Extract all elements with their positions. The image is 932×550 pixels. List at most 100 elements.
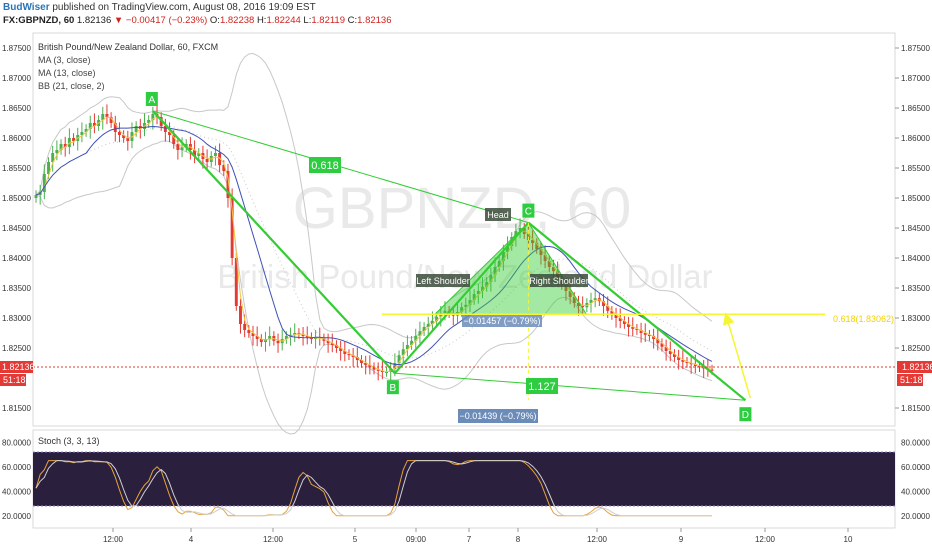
time-tick-label: 10 bbox=[844, 535, 853, 544]
candle bbox=[506, 246, 510, 252]
candle bbox=[364, 363, 368, 365]
close-value: 1.82136 bbox=[357, 15, 392, 26]
neckline-label: 0.618(1.83062) bbox=[833, 314, 894, 324]
candle bbox=[430, 321, 434, 324]
candle bbox=[643, 333, 647, 335]
low-label: L: bbox=[303, 15, 312, 26]
point-label-box bbox=[145, 92, 158, 106]
time-axis[interactable]: 12:00 4 12:00 5 09:00 7 8 12:00 9 12:00 10 bbox=[103, 528, 853, 544]
price-tick-label-left: 1.86500 bbox=[2, 104, 31, 113]
candle bbox=[205, 159, 209, 162]
candle bbox=[418, 331, 422, 336]
price-axis-left[interactable]: 1.87500 1.87000 1.86500 1.86000 1.85500 1.850… bbox=[2, 44, 31, 413]
candle bbox=[589, 300, 593, 303]
watermark-symbol: GBPNZD, 60 bbox=[293, 176, 631, 241]
stoch-axis: 80.0000 80.0000 60.0000 60.0000 40.0000 40.00… bbox=[2, 438, 930, 521]
candle bbox=[289, 334, 293, 336]
price-tick-label: 1.83500 bbox=[901, 284, 930, 293]
legend-bb[interactable]: BB (21, close, 2) bbox=[38, 81, 105, 91]
candle bbox=[305, 336, 309, 338]
stoch-d-line bbox=[35, 460, 712, 517]
candle bbox=[547, 261, 551, 267]
countdown-badge-left bbox=[0, 374, 26, 386]
time-tick-label: 09:00 bbox=[406, 535, 427, 544]
price-axis[interactable]: 1.87500 1.87000 1.86500 1.86000 1.85500 1.850… bbox=[895, 44, 930, 413]
candle bbox=[631, 327, 635, 329]
price-tick-label: 1.86500 bbox=[901, 104, 930, 113]
candle bbox=[493, 267, 497, 275]
candle bbox=[284, 336, 288, 339]
price-tick-label-left: 1.83500 bbox=[2, 284, 31, 293]
current-price-value: 1.82136 bbox=[902, 362, 932, 372]
candle bbox=[230, 198, 234, 258]
price-change: ▼ −0.00417 (−0.23%) bbox=[113, 15, 208, 26]
candle bbox=[693, 364, 697, 366]
candle bbox=[218, 153, 222, 165]
current-price-value-left: 1.82136 bbox=[2, 362, 35, 372]
candle bbox=[481, 286, 484, 291]
stoch-lines bbox=[35, 460, 712, 517]
candle bbox=[355, 357, 359, 360]
candle bbox=[468, 300, 472, 305]
time-tick-label: 7 bbox=[467, 535, 472, 544]
legend-ma3[interactable]: MA (3, close) bbox=[38, 55, 91, 65]
candle bbox=[689, 363, 693, 365]
main-pane[interactable] bbox=[32, 32, 896, 427]
measure-box-1: −0.01457 (−0.79%) bbox=[463, 316, 540, 326]
candle bbox=[322, 338, 326, 341]
price-tick-label-left: 1.85000 bbox=[2, 194, 31, 203]
point-label-text: A bbox=[149, 95, 156, 106]
price-tick-label: 1.87500 bbox=[901, 44, 930, 53]
candle bbox=[255, 336, 259, 339]
candle bbox=[426, 324, 430, 327]
symbol-label: FX:GBPNZD, 60 bbox=[3, 15, 75, 26]
point-label-box bbox=[739, 407, 752, 422]
legend-ma13[interactable]: MA (13, close) bbox=[38, 68, 96, 78]
candle bbox=[610, 310, 614, 315]
candle bbox=[397, 355, 401, 363]
candle bbox=[168, 132, 171, 135]
candle bbox=[343, 351, 347, 354]
price-tick-label: 1.83000 bbox=[901, 314, 930, 323]
candle bbox=[34, 195, 38, 198]
author-name[interactable]: BudWiser bbox=[3, 2, 50, 13]
stoch-tick-label: 20.0000 bbox=[901, 512, 930, 521]
candle bbox=[330, 343, 334, 345]
candle bbox=[63, 144, 67, 147]
price-tick-label-left: 1.87000 bbox=[2, 74, 31, 83]
candle bbox=[627, 324, 631, 327]
high-value: 1.82244 bbox=[266, 15, 301, 26]
bb-basis bbox=[35, 125, 713, 359]
stoch-title[interactable]: Stoch (3, 3, 13) bbox=[38, 436, 100, 446]
stoch-tick-label-left: 60.0000 bbox=[2, 463, 31, 472]
time-tick-label: 8 bbox=[516, 535, 521, 544]
candle bbox=[685, 361, 689, 363]
candle bbox=[326, 340, 330, 344]
candle bbox=[347, 354, 351, 356]
candle bbox=[543, 255, 547, 261]
candle bbox=[531, 240, 535, 243]
candle bbox=[435, 316, 439, 321]
price-tick-label-left: 1.81500 bbox=[2, 404, 31, 413]
candle bbox=[213, 153, 217, 156]
candle bbox=[176, 144, 180, 150]
open-value: 1.82238 bbox=[219, 15, 255, 26]
candle bbox=[464, 304, 468, 308]
countdown-value: 51:18 bbox=[900, 375, 923, 385]
candle bbox=[410, 340, 414, 345]
candle bbox=[564, 285, 568, 291]
candle bbox=[105, 114, 109, 117]
candle bbox=[414, 336, 418, 341]
price-tick-label-left: 1.82500 bbox=[2, 344, 31, 353]
candle bbox=[163, 126, 167, 132]
candle bbox=[677, 357, 681, 360]
candle bbox=[385, 372, 388, 373]
point-label-box bbox=[386, 380, 399, 395]
candle bbox=[151, 114, 155, 120]
candle bbox=[59, 144, 63, 150]
candle bbox=[622, 321, 626, 324]
candle bbox=[514, 231, 518, 237]
pattern-line-bd bbox=[394, 372, 746, 401]
